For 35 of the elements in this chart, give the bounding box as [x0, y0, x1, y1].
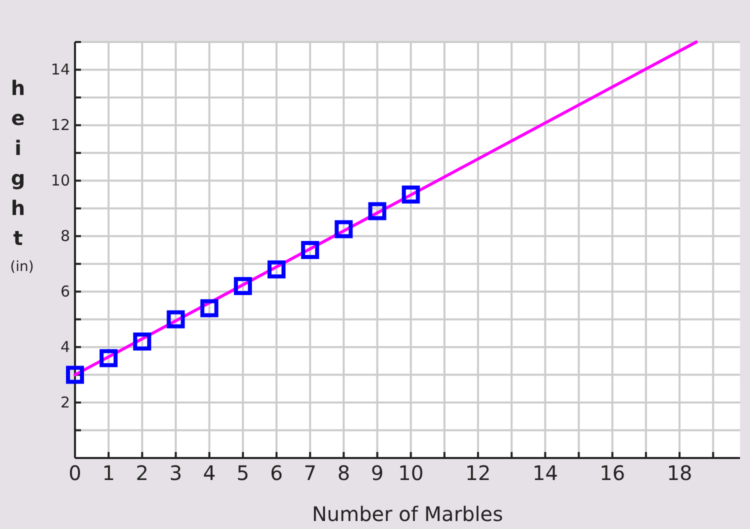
- point: [234, 277, 252, 296]
- y-tick-label: 2: [60, 394, 70, 412]
- point: [200, 299, 218, 318]
- point: [100, 349, 118, 368]
- x-axis-title: Number of Marbles: [312, 502, 504, 526]
- x-tick-label: 8: [337, 461, 350, 485]
- x-tick-label: 12: [465, 461, 491, 485]
- x-tick-label: 7: [304, 461, 316, 485]
- point: [334, 220, 353, 238]
- y-tick-label: 8: [60, 227, 70, 246]
- point: [66, 366, 84, 384]
- x-tick-label: 4: [202, 461, 216, 485]
- x-tick-label: 3: [169, 461, 182, 485]
- point: [166, 310, 185, 328]
- y-axis-title: height (in): [10, 76, 34, 275]
- y-tick-label: 6: [60, 282, 70, 301]
- x-tick-label: 0: [68, 461, 82, 485]
- point: [301, 241, 320, 259]
- point: [368, 202, 386, 220]
- x-tick-label: 14: [532, 461, 558, 485]
- y-tick-label: 4: [60, 338, 70, 356]
- x-tick-label: 2: [136, 461, 149, 485]
- x-tick-label: 10: [398, 461, 424, 485]
- point: [268, 260, 286, 278]
- y-tick-label: 12: [50, 116, 70, 134]
- point: [133, 332, 152, 351]
- y-tick-label: 14: [50, 60, 70, 79]
- y-tick-label: 10: [50, 172, 70, 190]
- x-tick-label: 6: [270, 461, 283, 485]
- x-tick-label: 5: [236, 461, 250, 485]
- x-tick-label: 1: [102, 461, 115, 485]
- x-tick-label: 9: [370, 461, 384, 485]
- point: [402, 186, 420, 204]
- x-tick-label: 16: [600, 461, 626, 485]
- x-tick-label: 18: [666, 461, 692, 485]
